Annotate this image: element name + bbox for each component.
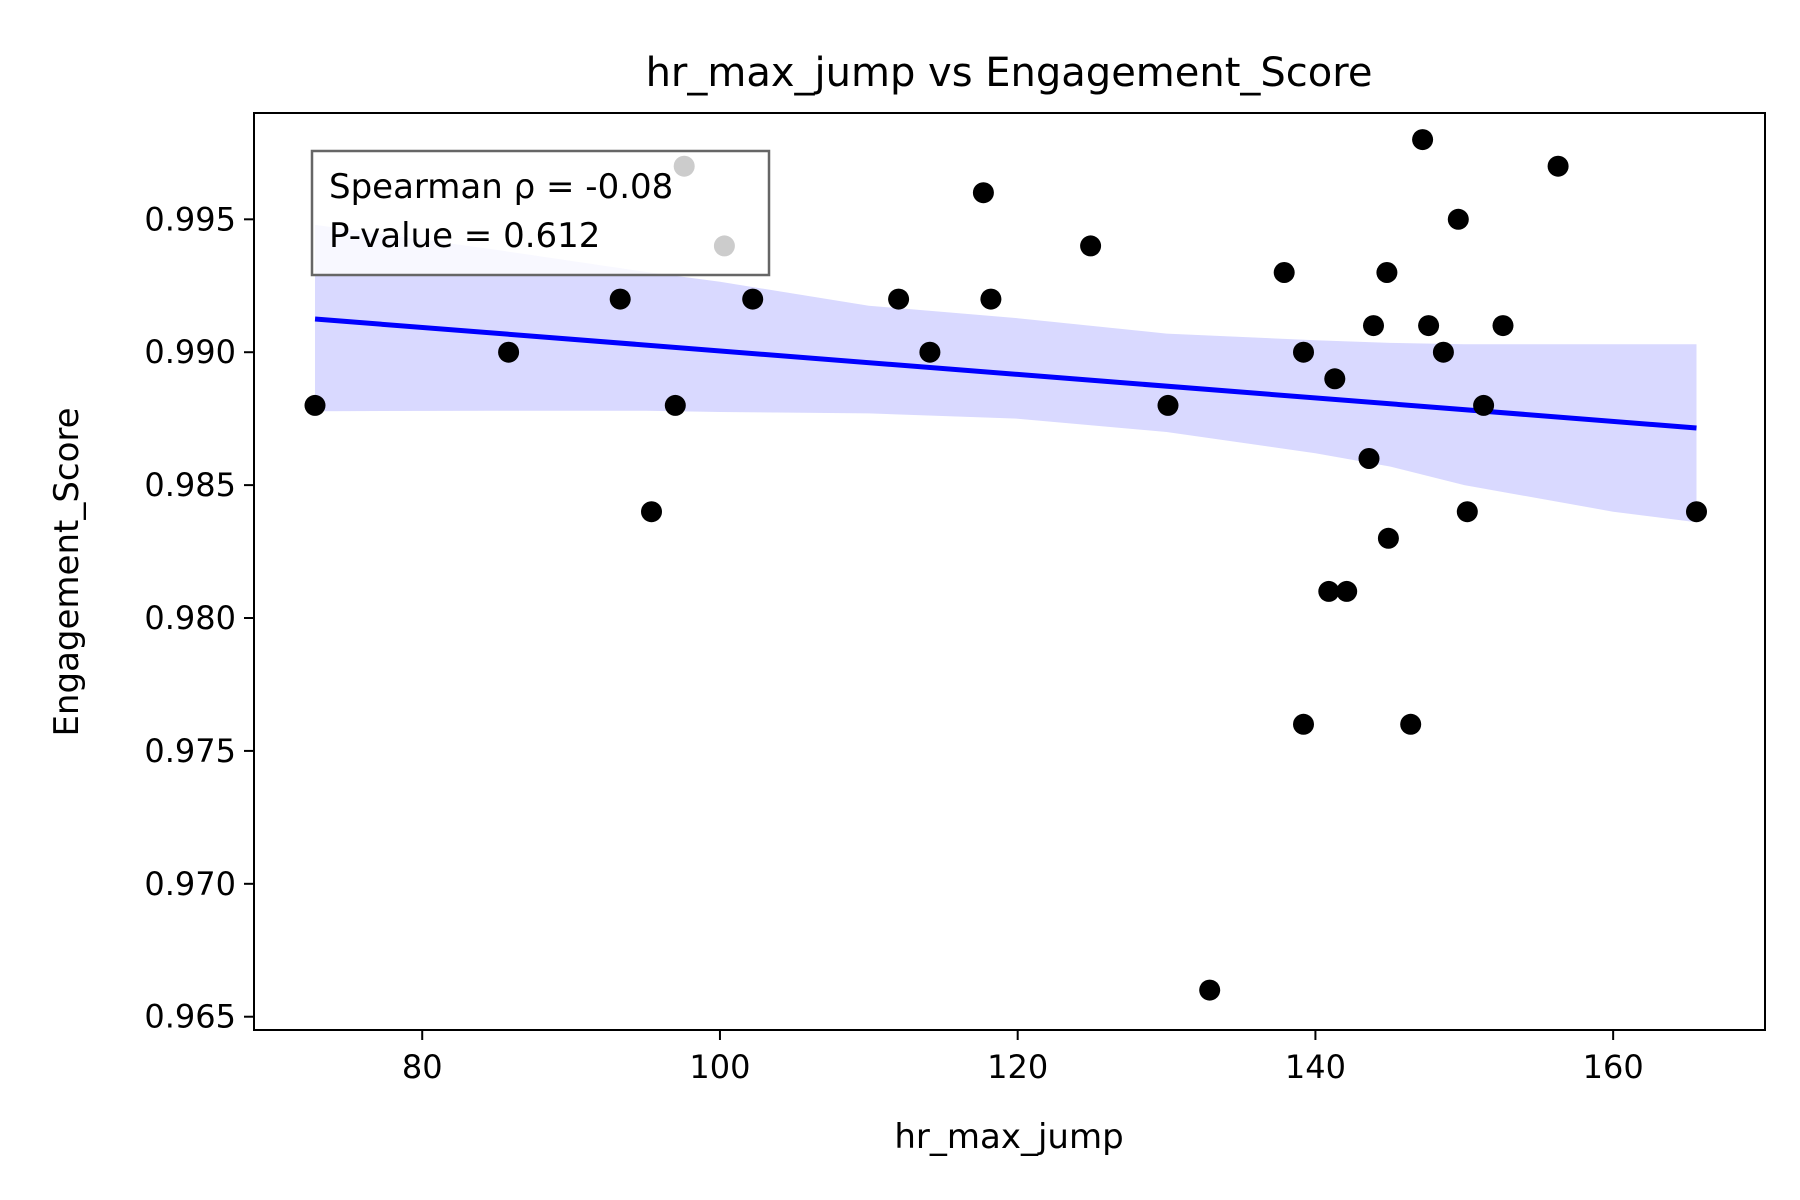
stats-annotation: Spearman ρ = -0.08 P-value = 0.612	[310, 149, 771, 277]
data-point	[1318, 580, 1340, 602]
y-tick-label: 0.990	[144, 333, 236, 371]
y-tick-label: 0.980	[144, 599, 236, 637]
data-point	[498, 341, 520, 363]
data-point	[1456, 501, 1478, 523]
stats-annotation-frame	[310, 149, 771, 277]
x-tick-label: 160	[1583, 1048, 1644, 1086]
plot-frame	[253, 112, 1766, 1031]
data-point	[641, 501, 662, 523]
y-axis: 0.965 0.970 0.975 0.980 0.985 0.990 0.995	[144, 200, 254, 1036]
y-tick-label: 0.975	[144, 732, 236, 770]
y-tick-label: 0.985	[144, 466, 236, 504]
data-point	[1432, 341, 1454, 363]
data-point	[1273, 262, 1295, 283]
y-axis-label: Engagement_Score	[47, 407, 87, 736]
data-point	[980, 288, 1002, 310]
x-tick-label: 120	[987, 1048, 1048, 1086]
data-point	[1418, 315, 1440, 337]
data-point	[304, 394, 326, 416]
regression-line-layer	[314, 316, 1697, 431]
data-point	[1377, 527, 1399, 549]
data-point	[1447, 208, 1469, 230]
data-point	[1547, 155, 1569, 177]
data-point	[1492, 315, 1514, 337]
data-point	[919, 341, 941, 363]
data-point	[1376, 262, 1398, 283]
y-tick-label: 0.995	[144, 200, 236, 238]
data-point	[1412, 129, 1434, 151]
data-point	[664, 394, 686, 416]
x-tick-label: 140	[1285, 1048, 1346, 1086]
p-value-text: P-value = 0.612	[329, 216, 600, 256]
x-axis-label: hr_max_jump	[894, 1117, 1123, 1157]
data-point	[609, 288, 631, 310]
y-tick-label: 0.970	[144, 865, 236, 903]
spearman-text: Spearman ρ = -0.08	[329, 167, 673, 207]
data-point	[1324, 368, 1346, 390]
data-point	[1358, 448, 1380, 469]
data-point	[1400, 713, 1422, 735]
data-point	[1336, 580, 1358, 602]
data-point	[1686, 501, 1707, 523]
data-point	[1473, 394, 1495, 416]
data-point	[888, 288, 910, 310]
data-point	[1293, 341, 1314, 363]
x-tick-label: 100	[689, 1048, 750, 1086]
data-point	[1199, 979, 1221, 1001]
data-point	[1157, 394, 1179, 416]
y-tick-label: 0.965	[144, 998, 236, 1036]
data-point	[1363, 315, 1384, 337]
data-point	[1293, 713, 1314, 735]
data-point	[972, 182, 994, 204]
chart-title: hr_max_jump vs Engagement_Score	[646, 50, 1373, 96]
data-point	[742, 288, 764, 310]
x-tick-label: 80	[402, 1048, 443, 1086]
x-axis: 80 100 120 140 160	[402, 1030, 1644, 1086]
regression-line	[314, 316, 1697, 431]
data-point	[1080, 235, 1102, 257]
